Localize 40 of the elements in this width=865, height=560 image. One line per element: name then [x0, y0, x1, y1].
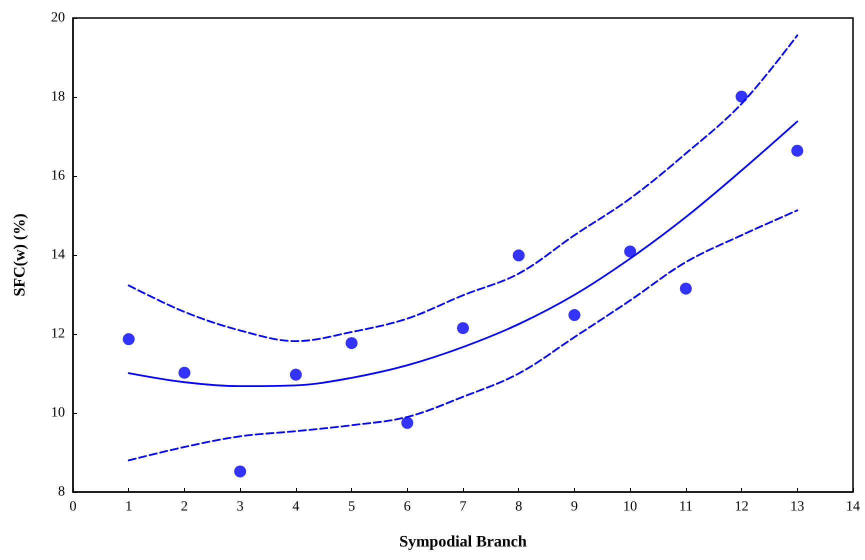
point: [122, 333, 135, 346]
x-tick-label: 13: [790, 500, 804, 514]
x-tick-label: 0: [70, 500, 76, 514]
x-tick-label: 1: [125, 500, 132, 514]
point: [290, 368, 302, 381]
x-tick-label: 8: [515, 500, 522, 514]
point: [680, 282, 692, 295]
x-tick-label: 6: [404, 500, 411, 514]
y-tick-label: 18: [51, 90, 65, 104]
x-tick-label: 5: [348, 500, 356, 514]
point: [457, 322, 469, 334]
y-tick-label: 12: [51, 326, 65, 342]
y-tick-label: 20: [51, 10, 65, 26]
y-tick-label: 16: [51, 168, 65, 184]
y-tick-label: 14: [51, 248, 65, 262]
line-series: [128, 34, 798, 342]
x-tick-label: 14: [846, 500, 860, 514]
x-tick-label: 4: [292, 500, 300, 514]
point: [568, 309, 580, 322]
x-axis-title: Sympodial Branch: [399, 534, 527, 550]
point: [346, 337, 358, 350]
point: [178, 366, 190, 379]
x-tick-label: 12: [734, 500, 749, 514]
point: [791, 144, 804, 157]
line-series: [128, 209, 798, 462]
x-tick-label: 2: [180, 500, 188, 514]
y-tick-label: 10: [51, 406, 65, 420]
x-tick-label: 7: [460, 500, 466, 514]
x-tick-label: 10: [623, 500, 638, 514]
x-tick-label: 11: [679, 500, 693, 514]
line-series: [128, 120, 798, 388]
point: [401, 416, 414, 429]
point: [624, 245, 636, 258]
y-axis-title: SFC(w) (%): [12, 213, 28, 297]
point: [512, 249, 525, 262]
point: [736, 90, 748, 103]
x-tick-label: 3: [236, 500, 244, 514]
point: [234, 465, 246, 478]
y-tick-label: 8: [58, 484, 65, 500]
x-tick-label: 9: [570, 500, 578, 514]
